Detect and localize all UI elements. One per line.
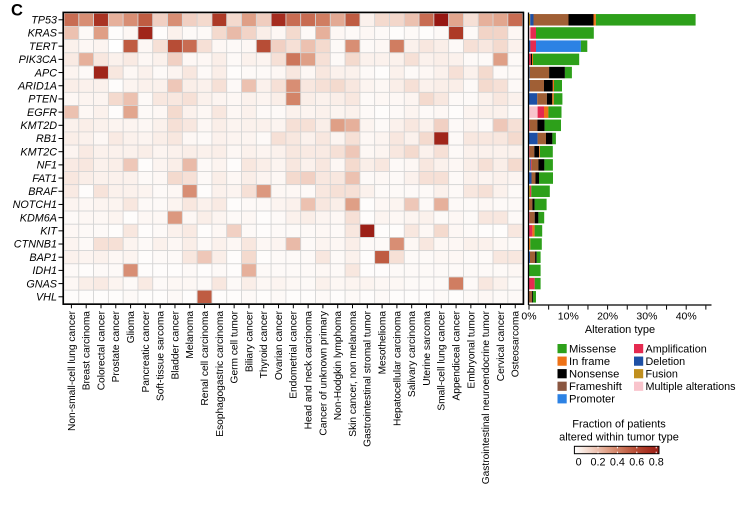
svg-text:Fraction of patients: Fraction of patients — [572, 419, 666, 431]
svg-text:Promoter: Promoter — [569, 394, 615, 406]
svg-text:KRAS: KRAS — [28, 28, 58, 40]
svg-text:ARID1A: ARID1A — [17, 80, 57, 92]
svg-text:KMT2D: KMT2D — [20, 120, 57, 132]
svg-text:30%: 30% — [636, 311, 657, 323]
svg-text:Hepatocellular carcinoma: Hepatocellular carcinoma — [392, 311, 403, 426]
svg-text:Uterine sarcoma: Uterine sarcoma — [422, 311, 433, 386]
svg-text:Non-small-cell lung cancer: Non-small-cell lung cancer — [67, 310, 78, 431]
svg-text:VHL: VHL — [36, 291, 57, 303]
svg-text:Thyroid cancer: Thyroid cancer — [259, 310, 270, 378]
svg-text:Cancer of unknown primary: Cancer of unknown primary — [318, 310, 329, 435]
svg-text:KMT2C: KMT2C — [20, 146, 57, 158]
svg-text:Amplification: Amplification — [646, 343, 707, 355]
svg-text:Cervical cancer: Cervical cancer — [496, 310, 507, 381]
svg-text:Skin cancer, non melanoma: Skin cancer, non melanoma — [348, 311, 359, 437]
svg-text:RB1: RB1 — [36, 133, 57, 145]
svg-text:TP53: TP53 — [31, 14, 57, 26]
svg-text:Embryonal tumor: Embryonal tumor — [466, 310, 477, 388]
svg-text:Deletion: Deletion — [646, 356, 686, 368]
svg-text:TERT: TERT — [29, 41, 58, 53]
svg-text:Ovarian cancer: Ovarian cancer — [274, 310, 285, 380]
svg-text:20%: 20% — [597, 311, 618, 323]
svg-text:In frame: In frame — [569, 356, 610, 368]
svg-text:Non-Hodgkin lymphoma: Non-Hodgkin lymphoma — [333, 311, 344, 421]
svg-text:Prostate cancer: Prostate cancer — [111, 310, 122, 382]
svg-text:Glioma: Glioma — [126, 311, 137, 344]
svg-text:40%: 40% — [676, 311, 697, 323]
svg-text:FAT1: FAT1 — [32, 173, 57, 185]
svg-text:Frameshift: Frameshift — [569, 381, 623, 393]
svg-text:0.6: 0.6 — [629, 457, 644, 469]
svg-text:KDM6A: KDM6A — [20, 212, 57, 224]
svg-text:Breast carcinoma: Breast carcinoma — [82, 311, 93, 391]
svg-text:CTNNB1: CTNNB1 — [14, 239, 57, 251]
svg-text:PIK3CA: PIK3CA — [19, 54, 57, 66]
svg-text:Soft-tissue sarcoma: Soft-tissue sarcoma — [156, 311, 167, 401]
svg-text:0: 0 — [576, 457, 582, 469]
svg-text:KIT: KIT — [40, 226, 58, 238]
svg-text:APC: APC — [34, 67, 57, 79]
svg-text:GNAS: GNAS — [26, 278, 57, 290]
svg-text:10%: 10% — [558, 311, 579, 323]
svg-text:Gastrointestinal stromal tumor: Gastrointestinal stromal tumor — [363, 310, 374, 446]
svg-text:Gastrointestinal neuroendocrin: Gastrointestinal neuroendocrine tumor — [481, 310, 492, 484]
svg-text:EGFR: EGFR — [27, 107, 57, 119]
svg-text:Bladder cancer: Bladder cancer — [170, 310, 181, 379]
svg-text:PTEN: PTEN — [28, 94, 57, 106]
svg-text:altered within tumor type: altered within tumor type — [559, 432, 679, 444]
svg-text:IDH1: IDH1 — [32, 265, 57, 277]
svg-text:C: C — [11, 1, 23, 19]
svg-text:0.8: 0.8 — [649, 457, 664, 469]
svg-text:Fusion: Fusion — [646, 369, 678, 381]
svg-text:0.2: 0.2 — [590, 457, 605, 469]
svg-text:Biliary cancer: Biliary cancer — [244, 310, 255, 372]
svg-text:NOTCH1: NOTCH1 — [13, 199, 57, 211]
svg-text:Missense: Missense — [569, 343, 616, 355]
svg-text:Alteration type: Alteration type — [585, 324, 655, 336]
svg-text:Colorectal cancer: Colorectal cancer — [96, 310, 107, 390]
svg-text:Melanoma: Melanoma — [185, 311, 196, 359]
svg-text:Salivary carcinoma: Salivary carcinoma — [407, 311, 418, 397]
svg-text:Mesothelioma: Mesothelioma — [377, 311, 388, 375]
svg-text:Nonsense: Nonsense — [569, 369, 619, 381]
svg-text:Pancreatic cancer: Pancreatic cancer — [141, 310, 152, 392]
svg-text:0.4: 0.4 — [610, 457, 625, 469]
svg-text:Appendiceal cancer: Appendiceal cancer — [451, 310, 462, 400]
svg-text:BAP1: BAP1 — [29, 252, 57, 264]
svg-text:Small-cell lung cancer: Small-cell lung cancer — [437, 310, 448, 410]
svg-text:Esophagogastric carcinoma: Esophagogastric carcinoma — [215, 311, 226, 437]
svg-text:Germ cell tumor: Germ cell tumor — [230, 310, 241, 383]
svg-text:BRAF: BRAF — [28, 186, 58, 198]
svg-text:Endometrial cancer: Endometrial cancer — [289, 310, 300, 398]
svg-text:Head and neck carcinoma: Head and neck carcinoma — [304, 311, 315, 430]
svg-text:Multiple alterations: Multiple alterations — [646, 381, 737, 393]
svg-text:0%: 0% — [521, 311, 536, 323]
svg-text:Osteosarcoma: Osteosarcoma — [511, 311, 522, 378]
svg-text:Renal cell carcinoma: Renal cell carcinoma — [200, 311, 211, 406]
svg-text:NF1: NF1 — [37, 160, 57, 172]
